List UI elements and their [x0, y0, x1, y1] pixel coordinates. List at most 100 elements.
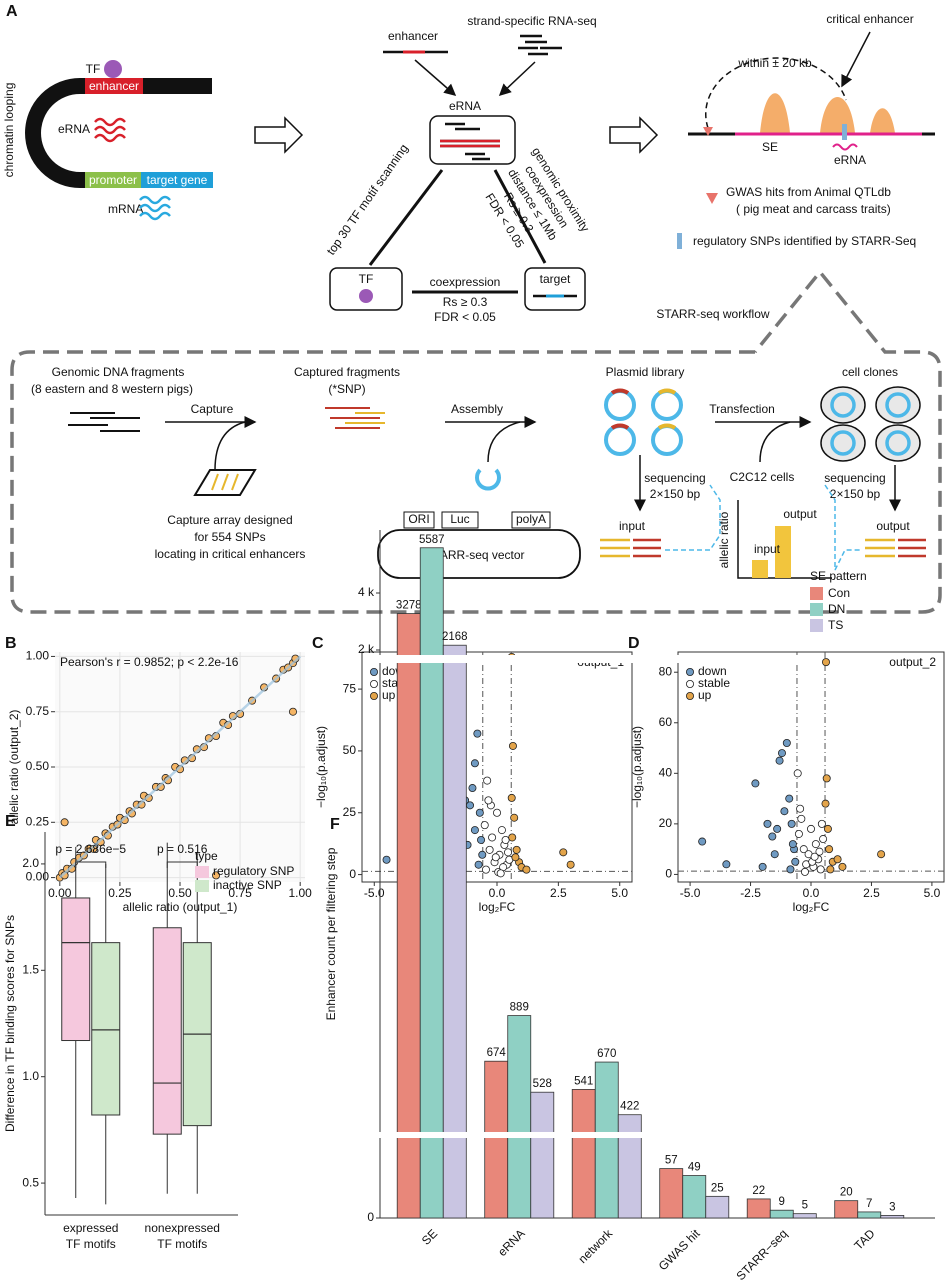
point: [468, 784, 477, 793]
value-label: 3278: [396, 600, 422, 612]
label: critical enhancer: [826, 12, 913, 26]
point: [512, 845, 521, 854]
bar: [484, 1060, 509, 1219]
x-tick-label: 2.5: [550, 886, 567, 900]
legend-label: stable: [698, 676, 730, 690]
label: Capture array designed: [167, 513, 292, 527]
y-tick-label: 1.5: [22, 962, 39, 976]
enhancer-box: [85, 78, 143, 94]
point: [507, 793, 516, 802]
x-tick-label: 0.00: [48, 886, 72, 900]
label: input: [754, 542, 781, 556]
label: input: [619, 519, 646, 533]
point: [793, 769, 802, 778]
legend-label: DN: [828, 602, 845, 616]
legend-label: TS: [828, 618, 843, 632]
point: [497, 826, 506, 835]
point: [288, 707, 297, 716]
bar: [834, 1200, 859, 1219]
legend-swatch: [686, 680, 695, 689]
fragments: [325, 407, 380, 429]
panel-a: A enhancer TF promoter target gene eRNA …: [2, 3, 942, 614]
point: [788, 840, 797, 849]
y-axis-title: Difference in TF binding scores for SNPs: [3, 915, 17, 1132]
x-tick-label: TF motifs: [157, 1237, 207, 1251]
point: [777, 749, 786, 758]
point: [810, 852, 819, 861]
point: [491, 853, 500, 862]
reads: [898, 538, 926, 558]
label: strand-specific RNA-seq: [467, 14, 596, 28]
point: [382, 855, 391, 864]
point: [816, 865, 825, 874]
y-tick-label: 0.50: [26, 759, 50, 773]
label: ORI: [408, 512, 429, 526]
point: [510, 813, 519, 822]
legend-marker: [677, 233, 682, 249]
label: chromatin looping: [2, 83, 16, 178]
label: STARR-seq vector: [425, 548, 524, 562]
y-tick-label: 80: [659, 664, 673, 678]
y-tick-label: 4 k: [358, 585, 375, 599]
mrna-wave: [139, 195, 171, 221]
legend-swatch: [369, 668, 378, 677]
y-tick-label: 75: [343, 681, 357, 695]
label: Assembly: [451, 402, 503, 416]
dashed-link: [665, 484, 860, 571]
reads: [633, 538, 661, 558]
tf-dot: [359, 289, 373, 303]
label: TF: [86, 62, 101, 76]
box: [91, 942, 121, 1116]
point: [825, 845, 834, 854]
y-tick-label: 0: [665, 867, 672, 881]
label: Capture: [191, 402, 234, 416]
x-axis-title: log₂FC: [793, 900, 830, 914]
y-tick-label: 60: [659, 715, 673, 729]
bar: [705, 1195, 730, 1219]
label: target gene: [147, 173, 208, 187]
label: locating in critical enhancers: [155, 547, 306, 561]
legend-label: up: [382, 688, 396, 702]
y-tick-label: 25: [343, 805, 357, 819]
promoter-box: [85, 172, 141, 188]
point: [768, 832, 777, 841]
point: [797, 814, 806, 823]
point: [485, 845, 494, 854]
legend-swatch: [369, 680, 378, 689]
point: [796, 804, 805, 813]
point: [480, 821, 489, 830]
label: GWAS hits from Animal QTLdb: [726, 185, 891, 199]
annotation: output_2: [889, 655, 936, 669]
point: [822, 774, 831, 783]
point: [877, 850, 886, 859]
box: [152, 927, 182, 1135]
bar: [659, 1168, 684, 1219]
box: [61, 897, 91, 1042]
x-tick-label: 5.0: [924, 886, 941, 900]
point: [722, 860, 731, 869]
annotation: Pearson's r = 0.9852; p < 2.2e-16: [60, 655, 239, 669]
x-tick-label: 2.5: [863, 886, 880, 900]
label: within ± 20 kb: [737, 56, 812, 70]
y-tick-label: 0.25: [26, 814, 50, 828]
point: [522, 865, 531, 874]
x-tick-label: TF motifs: [66, 1237, 116, 1251]
inserts: [610, 388, 630, 430]
point: [799, 845, 808, 854]
point: [508, 833, 517, 842]
x-tick-label: -2.5: [740, 886, 761, 900]
value-label: 422: [620, 1101, 639, 1113]
x-tick-label: STARR−seq: [733, 1226, 790, 1280]
label: Rs ≥ 0.3: [443, 295, 488, 309]
signal-peaks: [760, 93, 895, 133]
value-label: 20: [840, 1187, 853, 1199]
label: Genomic DNA fragments: [52, 365, 185, 379]
panel-label: D: [628, 635, 640, 652]
point: [484, 796, 493, 805]
point: [474, 860, 483, 869]
label: FDR < 0.05: [434, 310, 496, 324]
reads: [865, 538, 895, 558]
value-label: 5: [802, 1200, 808, 1212]
reads: [518, 34, 562, 56]
x-tick-label: TAD: [851, 1226, 877, 1252]
